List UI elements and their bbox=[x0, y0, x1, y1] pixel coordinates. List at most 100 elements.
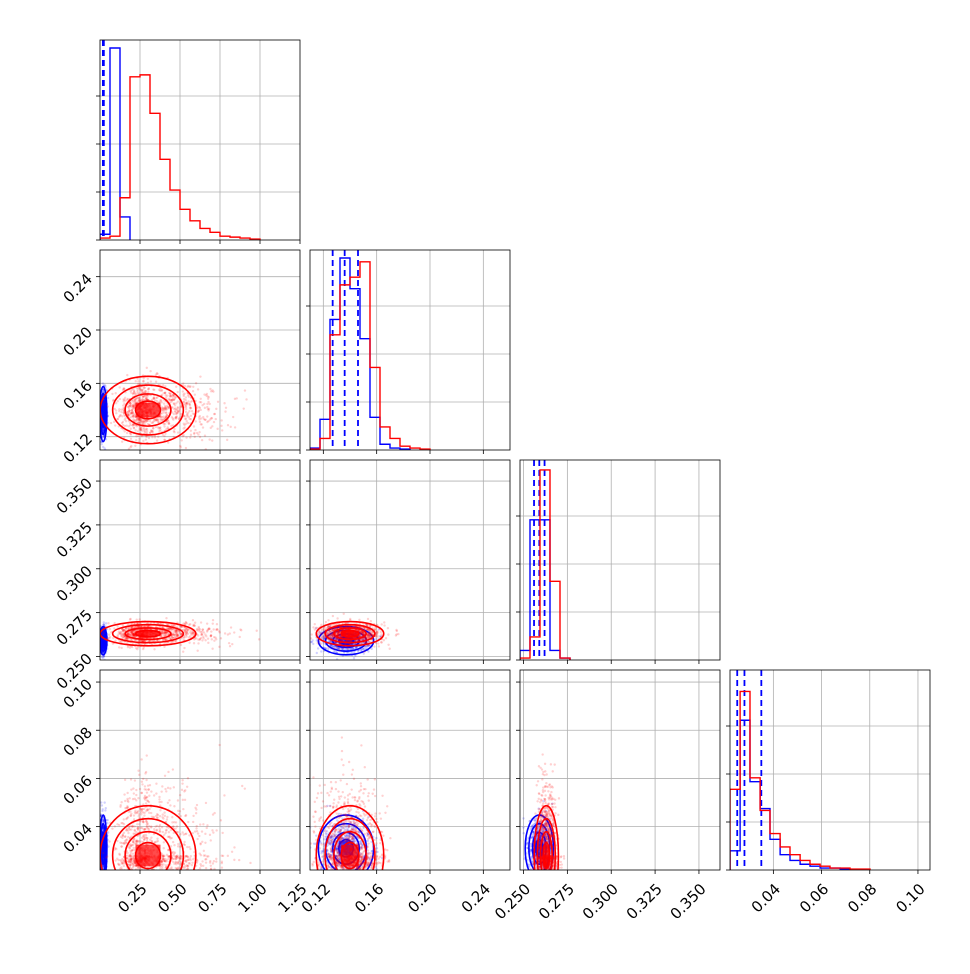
scatter-point bbox=[202, 628, 204, 630]
scatter-point bbox=[206, 630, 208, 632]
scatter-point bbox=[157, 436, 159, 438]
scatter-point bbox=[140, 429, 142, 431]
scatter-point bbox=[188, 396, 190, 398]
scatter-point bbox=[122, 409, 124, 411]
scatter-point bbox=[117, 400, 119, 402]
scatter-point bbox=[114, 424, 116, 426]
scatter-point bbox=[182, 393, 184, 395]
panel-1-1 bbox=[306, 250, 510, 454]
scatter-point bbox=[137, 430, 139, 432]
scatter-point bbox=[212, 619, 214, 621]
scatter-point bbox=[204, 633, 206, 635]
scatter-point bbox=[124, 397, 126, 399]
scatter-point bbox=[153, 389, 155, 391]
scatter-point bbox=[229, 632, 231, 634]
scatter-point bbox=[234, 426, 236, 428]
scatter-point bbox=[208, 628, 210, 630]
scatter-point bbox=[138, 438, 140, 440]
scatter-point bbox=[119, 632, 121, 634]
scatter-point bbox=[130, 438, 132, 440]
scatter-point bbox=[187, 400, 189, 402]
scatter-point bbox=[123, 403, 125, 405]
scatter-point bbox=[185, 621, 187, 623]
scatter-point bbox=[151, 430, 153, 432]
scatter-point bbox=[224, 410, 226, 412]
scatter-point bbox=[203, 403, 205, 405]
scatter-point bbox=[353, 657, 355, 659]
scatter-point bbox=[157, 426, 159, 428]
scatter-point bbox=[216, 628, 218, 630]
scatter-point bbox=[164, 407, 166, 409]
scatter-point bbox=[102, 446, 104, 448]
scatter-point bbox=[132, 392, 134, 394]
scatter-point bbox=[126, 432, 128, 434]
scatter-point bbox=[193, 632, 195, 634]
scatter-point bbox=[190, 401, 192, 403]
scatter-point bbox=[194, 393, 196, 395]
scatter-point bbox=[202, 636, 204, 638]
scatter-point bbox=[258, 638, 260, 640]
scatter-point bbox=[127, 632, 129, 634]
scatter-point bbox=[141, 398, 143, 400]
scatter-point bbox=[204, 419, 206, 421]
scatter-point bbox=[133, 390, 135, 392]
scatter-point bbox=[111, 393, 113, 395]
panel-0-0 bbox=[96, 40, 300, 244]
scatter-point bbox=[182, 622, 184, 624]
scatter-point bbox=[216, 623, 218, 625]
scatter-point bbox=[146, 395, 148, 397]
scatter-point bbox=[138, 397, 140, 399]
scatter-point bbox=[186, 386, 188, 388]
scatter-point bbox=[218, 646, 220, 648]
scatter-point bbox=[204, 435, 206, 437]
scatter-point bbox=[115, 392, 117, 394]
scatter-point bbox=[200, 621, 202, 623]
scatter-point bbox=[199, 415, 201, 417]
scatter-point bbox=[137, 392, 139, 394]
scatter-point bbox=[207, 638, 209, 640]
scatter-point bbox=[180, 413, 182, 415]
scatter-point bbox=[125, 420, 127, 422]
scatter-point bbox=[132, 634, 134, 636]
scatter-point bbox=[182, 435, 184, 437]
scatter-point bbox=[110, 422, 112, 424]
scatter-point bbox=[129, 402, 131, 404]
scatter-point bbox=[220, 637, 222, 639]
scatter-point bbox=[165, 396, 167, 398]
scatter-point bbox=[333, 647, 335, 649]
scatter-point bbox=[129, 646, 131, 648]
scatter-point bbox=[383, 624, 385, 626]
scatter-point bbox=[183, 647, 185, 649]
scatter-point bbox=[147, 382, 149, 384]
scatter-point bbox=[122, 624, 124, 626]
scatter-point bbox=[312, 626, 314, 628]
scatter-point bbox=[227, 424, 229, 426]
scatter-point bbox=[210, 630, 212, 632]
scatter-point bbox=[114, 639, 116, 641]
scatter-point bbox=[171, 398, 173, 400]
scatter-point bbox=[174, 396, 176, 398]
scatter-point bbox=[201, 639, 203, 641]
scatter-point bbox=[203, 631, 205, 633]
scatter-point bbox=[188, 416, 190, 418]
scatter-point bbox=[200, 417, 202, 419]
scatter-point bbox=[156, 396, 158, 398]
scatter-point bbox=[336, 661, 338, 663]
scatter-point bbox=[126, 411, 128, 413]
scatter-point bbox=[180, 644, 182, 646]
scatter-point bbox=[199, 421, 201, 423]
scatter-point bbox=[130, 391, 132, 393]
scatter-point bbox=[212, 628, 214, 630]
scatter-point bbox=[118, 386, 120, 388]
scatter-point bbox=[162, 409, 164, 411]
scatter-point bbox=[211, 439, 213, 441]
scatter-point bbox=[199, 375, 201, 377]
scatter-point bbox=[159, 427, 161, 429]
scatter-point bbox=[130, 428, 132, 430]
scatter-point bbox=[165, 394, 167, 396]
scatter-point bbox=[177, 410, 179, 412]
scatter-point bbox=[107, 622, 109, 624]
scatter-point bbox=[228, 642, 230, 644]
